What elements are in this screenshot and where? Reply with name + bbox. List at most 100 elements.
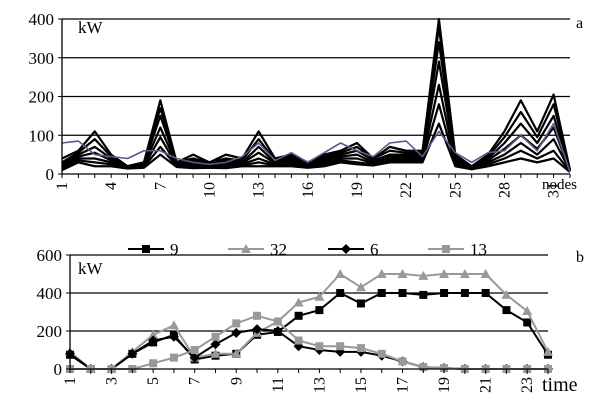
- a-x-tick-label: 28: [496, 182, 513, 198]
- b-x-tick-label: 21: [478, 377, 495, 393]
- b-x-tick-label: 19: [436, 377, 453, 393]
- b-data-point: [356, 344, 365, 353]
- a-series-line: [61, 122, 571, 173]
- b-series-13: [66, 311, 552, 373]
- a-series-line: [61, 41, 572, 171]
- b-axes: [66, 254, 549, 373]
- b-data-point: [419, 363, 428, 372]
- a-y-tick-label: 100: [29, 126, 55, 145]
- panel-a: 0 100 200 300 400 1 4 7 10 13 16 19 22 25 28 31 kW a n…: [29, 10, 584, 198]
- b-data-point: [169, 353, 178, 362]
- b-data-point: [189, 352, 200, 363]
- b-series-line: [69, 273, 549, 370]
- a-x-axis-label: nodes: [542, 177, 577, 193]
- b-data-point: [315, 342, 324, 351]
- b-data-point: [148, 329, 159, 339]
- b-x-tick-label: 17: [395, 377, 412, 393]
- b-data-point: [190, 346, 199, 354]
- a-gridlines: [62, 18, 570, 136]
- b-y-tick-label: 200: [37, 322, 63, 341]
- a-x-tick-label: 4: [103, 182, 120, 190]
- legend-marker: [142, 245, 150, 253]
- b-data-point: [523, 318, 532, 327]
- a-x-tick-label: 25: [447, 182, 464, 198]
- b-series-group: [65, 269, 553, 374]
- b-data-point: [356, 299, 365, 308]
- b-data-point: [149, 359, 158, 368]
- b-data-point: [232, 319, 241, 328]
- b-data-point: [522, 306, 533, 316]
- a-panel-label: a: [576, 15, 583, 32]
- a-unit-label: kW: [78, 18, 104, 37]
- legend-item-32: 32: [228, 240, 287, 259]
- b-data-point: [502, 306, 511, 315]
- a-x-tick-label: 7: [152, 182, 169, 190]
- b-data-point: [543, 346, 553, 356]
- b-x-axis-label: time: [542, 374, 578, 396]
- b-data-point: [460, 289, 469, 297]
- b-data-point: [398, 357, 407, 366]
- a-y-tick-labels: 0 100 200 300 400: [29, 10, 55, 184]
- legend-item-9: 9: [128, 240, 179, 259]
- b-data-point: [459, 269, 470, 278]
- a-x-tick-label: 22: [398, 182, 415, 198]
- a-x-tick-label: 16: [300, 182, 317, 198]
- b-series-line: [70, 314, 548, 370]
- b-legend: 9 32 6 13: [128, 240, 487, 259]
- b-data-point: [253, 311, 262, 320]
- a-y-tick-label: 0: [46, 165, 55, 184]
- b-y-tick-labels: 0 200 400 600: [37, 246, 63, 379]
- a-x-tick-label: 10: [201, 182, 218, 198]
- b-data-point: [336, 289, 345, 297]
- legend-marker: [241, 244, 251, 253]
- b-data-point: [314, 291, 325, 301]
- b-x-tick-label: 15: [353, 377, 370, 393]
- b-data-point: [272, 326, 283, 336]
- b-data-point: [336, 342, 345, 351]
- b-data-point: [481, 289, 490, 297]
- a-series-line: [61, 83, 571, 172]
- b-data-point: [355, 282, 366, 292]
- a-series-group: [61, 17, 572, 173]
- b-y-tick-label: 400: [37, 284, 63, 303]
- b-x-tick-label: 5: [145, 377, 162, 385]
- b-x-tick-label: 23: [519, 377, 536, 393]
- b-data-point: [294, 311, 303, 320]
- b-data-point: [127, 348, 138, 359]
- b-x-tick-labels: 1 3 5 7 9 11 13 15 17 19 21 23: [62, 377, 536, 393]
- legend-label: 13: [470, 240, 487, 259]
- b-x-tick-label: 1: [62, 377, 79, 385]
- b-data-point: [231, 348, 242, 358]
- b-data-point: [315, 306, 324, 315]
- b-data-point: [231, 327, 242, 338]
- a-series-line: [61, 25, 572, 171]
- b-panel-label: b: [576, 249, 584, 266]
- a-axes: [58, 18, 571, 178]
- legend-item-6: 6: [328, 240, 379, 259]
- a-y-tick-label: 400: [29, 10, 55, 29]
- b-data-point: [418, 270, 429, 280]
- b-x-tick-label: 3: [104, 377, 121, 385]
- b-data-point: [439, 269, 450, 278]
- b-x-tick-label: 7: [187, 377, 204, 385]
- b-data-point: [168, 320, 179, 330]
- b-data-point: [376, 269, 387, 278]
- legend-label: 9: [170, 240, 179, 259]
- legend-marker: [442, 245, 450, 253]
- b-x-tick-label: 9: [228, 377, 245, 385]
- b-data-point: [293, 297, 304, 307]
- legend-label: 6: [370, 240, 379, 259]
- a-x-tick-label: 19: [349, 182, 366, 198]
- a-series-line: [61, 60, 572, 172]
- a-x-tick-label: 1: [54, 182, 71, 190]
- b-data-point: [211, 332, 220, 341]
- b-series-32: [65, 269, 553, 373]
- a-y-tick-label: 200: [29, 88, 55, 107]
- legend-label: 32: [270, 240, 287, 259]
- a-x-tick-label: 31: [546, 182, 563, 198]
- b-data-point: [294, 336, 303, 345]
- b-data-point: [419, 290, 428, 299]
- b-data-point: [168, 331, 179, 342]
- b-data-point: [335, 269, 346, 278]
